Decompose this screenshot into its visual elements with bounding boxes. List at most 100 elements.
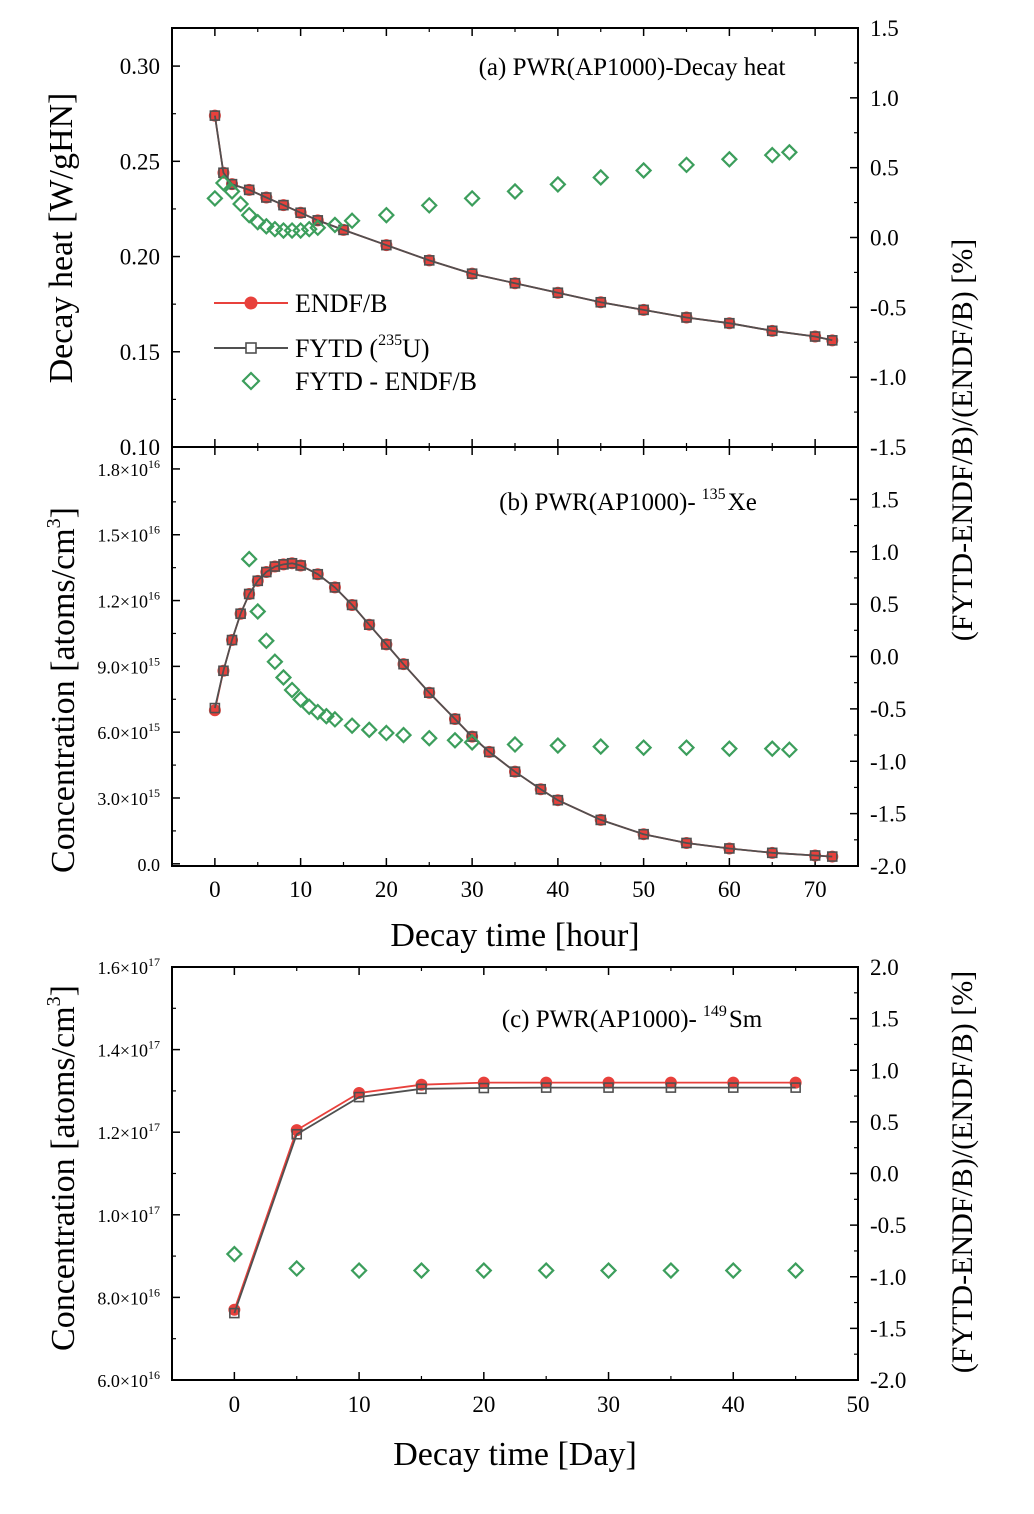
data-point-square bbox=[295, 207, 306, 219]
legend-label-fytd-main: FYTD ( bbox=[295, 334, 378, 363]
y-tick-mantissa: 8.0×10 bbox=[97, 1288, 148, 1308]
y2-tick-label: 0.0 bbox=[870, 1162, 899, 1187]
y-tick-mantissa: 0.0 bbox=[138, 855, 161, 875]
data-point-diamond bbox=[223, 182, 241, 200]
y-tick-label: 1.5×1016 bbox=[97, 523, 160, 546]
y-tick-mantissa: 9.0×10 bbox=[97, 657, 148, 677]
y-axis-label: Concentration [atoms/cm3] bbox=[43, 507, 82, 873]
data-point-diamond bbox=[592, 738, 610, 756]
data-point-diamond bbox=[350, 1261, 368, 1280]
x-tick-label: 60 bbox=[718, 877, 741, 902]
legend-marker-diff bbox=[241, 371, 261, 391]
data-point-diamond bbox=[724, 1261, 742, 1280]
y2-tick-label: 0.0 bbox=[870, 226, 899, 251]
panel-title-main: (b) PWR(AP1000)- bbox=[499, 489, 696, 516]
data-point-square bbox=[235, 608, 246, 620]
data-point-diamond bbox=[249, 602, 267, 621]
data-point-square bbox=[278, 199, 289, 211]
y2-tick-label: 2.0 bbox=[870, 955, 899, 980]
data-point-square bbox=[509, 766, 521, 777]
y-tick-label: 0.10 bbox=[120, 435, 160, 460]
panel-a: 0.10 0.15 0.20 0.25 0.30 -1.5 -1.0 -0.5 0.0 0.5 1.… bbox=[43, 16, 906, 460]
x-tick-label: 30 bbox=[461, 877, 484, 902]
data-point-diamond bbox=[549, 736, 567, 755]
data-point-square bbox=[423, 255, 435, 266]
y-tick-mantissa: 1.4×10 bbox=[97, 1041, 148, 1061]
data-point-square bbox=[665, 1082, 677, 1093]
x-axis-label: Decay time [hour] bbox=[390, 917, 639, 954]
data-point-diamond bbox=[463, 733, 481, 751]
data-point-square bbox=[243, 184, 255, 196]
y-axis-label-tail: ] bbox=[45, 507, 82, 518]
y2-axis-label: (FYTD-ENDF/B)/(ENDF/B) [%] bbox=[946, 239, 979, 641]
panel-title: (a) PWR(AP1000)-Decay heat bbox=[479, 54, 786, 81]
y-tick-label: 1.2×1016 bbox=[97, 589, 160, 612]
data-point-square bbox=[638, 304, 649, 316]
data-point-square bbox=[790, 1082, 801, 1093]
y-tick-exponent: 15 bbox=[148, 786, 160, 800]
y-tick-label: 0.30 bbox=[120, 54, 160, 79]
data-point-square bbox=[724, 317, 735, 329]
y-tick-mantissa: 6.0×10 bbox=[97, 1371, 148, 1391]
x-tick-label: 0 bbox=[229, 1392, 241, 1417]
data-point-square bbox=[826, 335, 838, 346]
data-point-square bbox=[243, 588, 255, 600]
y2-tick-label: 1.0 bbox=[870, 540, 899, 565]
y-tick-exponent: 16 bbox=[148, 1285, 160, 1299]
data-point-diamond bbox=[292, 221, 310, 240]
data-point-square bbox=[226, 634, 238, 646]
data-point-diamond bbox=[677, 739, 696, 757]
y2-tick-label: 0.0 bbox=[870, 645, 899, 670]
data-point-diamond bbox=[763, 146, 781, 164]
y-tick-exponent: 17 bbox=[148, 1203, 160, 1217]
data-point-square bbox=[353, 1091, 365, 1103]
data-point-diamond bbox=[599, 1261, 618, 1280]
y-tick-label: 6.0×1016 bbox=[97, 1368, 160, 1391]
panel-b: 0 10 20 30 40 50 60 700.03.0×10156.0×10159.0×10… bbox=[43, 239, 979, 954]
data-point-diamond bbox=[283, 221, 301, 240]
data-point-diamond bbox=[249, 213, 267, 231]
data-point-diamond bbox=[257, 217, 275, 235]
y2-tick-label: -0.5 bbox=[870, 1213, 906, 1238]
data-point-square bbox=[509, 277, 521, 289]
data-point-square bbox=[681, 312, 692, 323]
data-point-square bbox=[312, 215, 324, 226]
data-point-square bbox=[681, 837, 692, 849]
data-point-diamond bbox=[549, 175, 567, 193]
data-point-diamond bbox=[232, 195, 250, 213]
series-line bbox=[214, 562, 833, 858]
data-point-square bbox=[540, 1082, 552, 1093]
data-point-square bbox=[398, 658, 409, 670]
y-tick-exponent: 17 bbox=[148, 1038, 160, 1052]
data-point-diamond bbox=[475, 1261, 493, 1280]
y-tick-exponent: 16 bbox=[148, 457, 160, 471]
y-axis-label: Concentration [atoms/cm3] bbox=[43, 985, 82, 1351]
data-point-square bbox=[295, 560, 306, 571]
data-point-diamond bbox=[360, 721, 378, 739]
data-point-diamond bbox=[394, 726, 413, 744]
x-axis-label: Decay time [Day] bbox=[393, 1436, 637, 1473]
series-square bbox=[209, 110, 838, 346]
y-tick-mantissa: 1.6×10 bbox=[97, 958, 148, 978]
y2-tick-label: -0.5 bbox=[870, 697, 906, 722]
data-point-diamond bbox=[377, 724, 395, 742]
y-tick-label: 0.20 bbox=[120, 245, 160, 270]
y-tick-mantissa: 1.8×10 bbox=[97, 460, 148, 480]
data-point-square bbox=[312, 568, 324, 580]
y-axis-label-main: Concentration [atoms/cm bbox=[45, 528, 82, 873]
legend-label-diff: FYTD - ENDF/B bbox=[295, 367, 477, 396]
legend: ENDF/B FYTD (235U) FYTD - ENDF/B bbox=[214, 289, 477, 396]
data-point-square bbox=[638, 828, 649, 840]
y-tick-label: 0.0 bbox=[138, 855, 161, 875]
data-point-square bbox=[552, 287, 564, 299]
y-tick-mantissa: 6.0×10 bbox=[97, 723, 148, 743]
data-point-diamond bbox=[720, 740, 738, 758]
data-point-square bbox=[603, 1082, 614, 1093]
data-point-square bbox=[826, 851, 838, 862]
series-square bbox=[229, 1082, 801, 1319]
data-point-diamond bbox=[635, 161, 653, 180]
y2-tick-label: -1.5 bbox=[870, 435, 906, 460]
y-tick-exponent: 16 bbox=[148, 1368, 160, 1382]
panel-title: (c) PWR(AP1000)- 149Sm bbox=[502, 1003, 763, 1033]
y2-tick-label: 0.5 bbox=[870, 1110, 899, 1135]
